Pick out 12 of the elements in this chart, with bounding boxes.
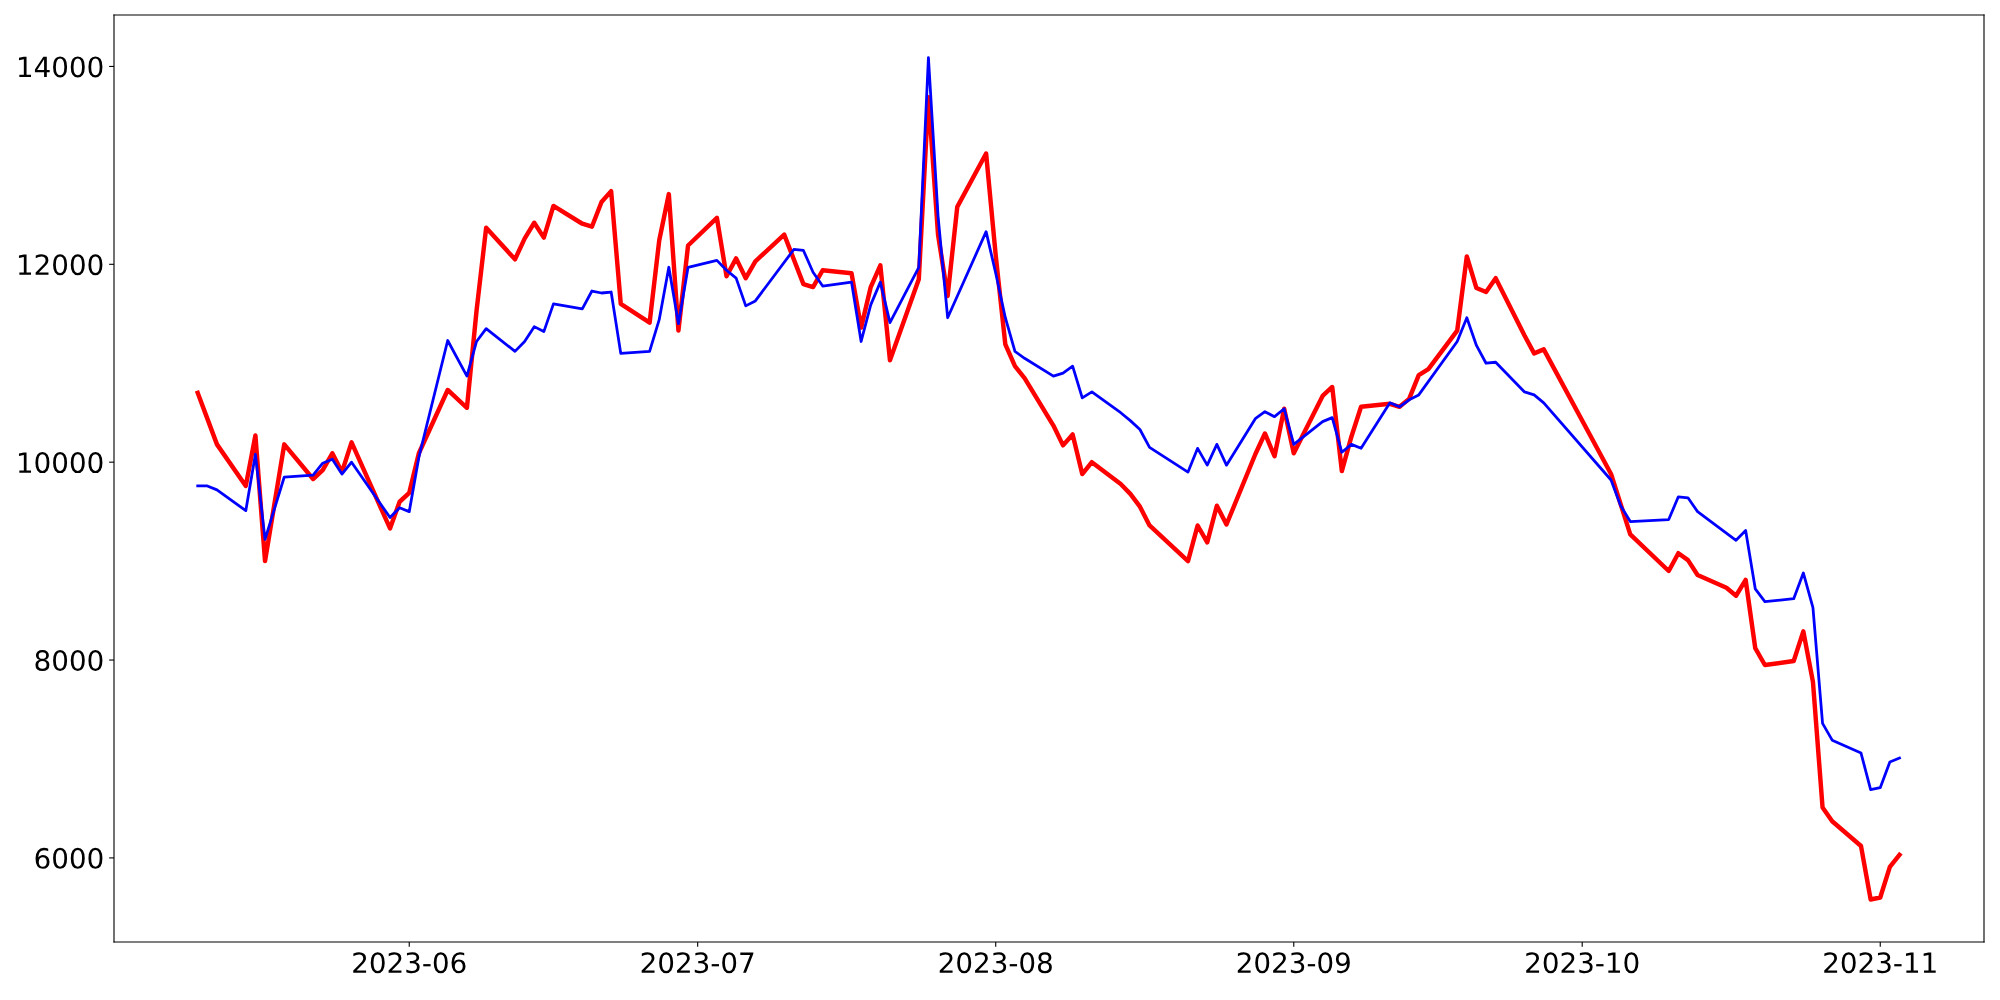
line-series [196,56,1901,792]
x-tick-label: 2023-07 [641,952,754,974]
x-tick-label: 2023-06 [353,952,466,974]
y-tick-label: 10000 [18,452,103,474]
y-tick-label: 14000 [18,56,103,78]
x-tick-label: 2023-11 [1824,952,1936,974]
y-tick-label: 6000 [35,847,103,869]
x-tick-label: 2023-08 [939,952,1052,974]
x-tick-label: 2023-10 [1526,952,1639,974]
y-tick-label: 12000 [18,254,103,276]
y-tick-label: 8000 [35,649,103,671]
x-tick-label: 2023-09 [1237,952,1350,974]
